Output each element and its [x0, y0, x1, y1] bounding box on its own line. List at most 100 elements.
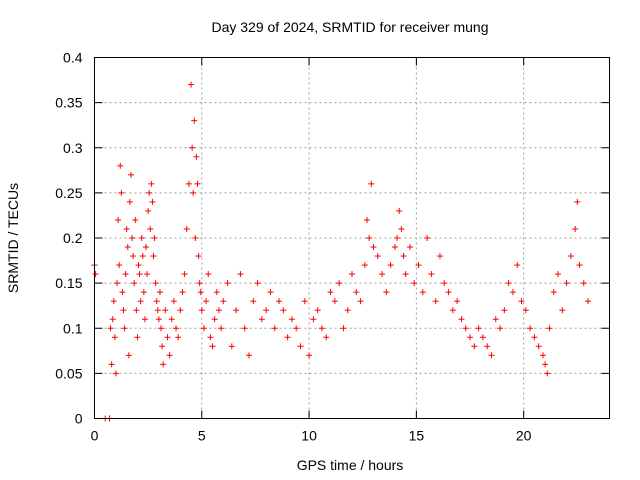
data-point [146, 189, 153, 196]
data-point [145, 207, 152, 214]
data-point [173, 325, 180, 332]
data-point [379, 271, 386, 278]
y-tick-label: 0.3 [63, 140, 83, 156]
data-point [196, 280, 203, 287]
data-point [394, 235, 401, 241]
data-point [424, 235, 431, 241]
data-point [441, 280, 448, 287]
data-point [134, 334, 141, 341]
data-point [387, 262, 394, 269]
data-point [198, 307, 205, 314]
data-point [280, 307, 287, 314]
data-point [436, 253, 443, 260]
data-point [271, 325, 278, 332]
data-point [115, 216, 122, 223]
data-point [190, 189, 197, 196]
data-point [209, 343, 216, 350]
data-point [233, 307, 240, 314]
data-point [366, 235, 373, 241]
data-point [419, 289, 426, 296]
data-point [574, 198, 581, 205]
data-point [153, 298, 160, 305]
x-tick-label: 15 [409, 428, 425, 444]
data-point [141, 316, 148, 323]
data-point [576, 262, 583, 269]
data-point [462, 325, 469, 332]
x-axis-label: GPS time / hours [297, 457, 404, 473]
data-point [138, 235, 145, 241]
x-tick-label: 5 [198, 428, 206, 444]
data-point [349, 271, 355, 278]
data-point [555, 271, 561, 278]
data-point [126, 198, 133, 205]
y-tick-label: 0.2 [63, 230, 83, 246]
data-point [131, 280, 138, 287]
data-point [327, 289, 334, 296]
data-point [241, 325, 248, 332]
data-point [127, 171, 134, 178]
data-point [154, 307, 161, 314]
data-point [544, 370, 551, 377]
data-point [276, 298, 283, 305]
data-point [396, 207, 403, 214]
data-point [267, 289, 274, 296]
data-point [336, 280, 343, 287]
grid [94, 57, 610, 419]
data-point [200, 325, 207, 332]
data-point [218, 325, 225, 332]
data-point [391, 244, 398, 251]
data-point [155, 316, 162, 323]
y-tick-label: 0 [75, 411, 83, 427]
data-point [92, 271, 99, 278]
data-point [160, 361, 167, 368]
data-point [449, 307, 456, 314]
data-point [193, 153, 200, 160]
data-point [518, 298, 525, 305]
data-point [402, 271, 409, 278]
data-point [471, 343, 478, 350]
data-point [140, 289, 147, 296]
data-point [162, 307, 169, 314]
x-tick-label: 10 [301, 428, 317, 444]
data-point [572, 225, 579, 232]
data-point [213, 289, 220, 296]
data-point [301, 298, 308, 305]
data-point [535, 343, 542, 350]
data-point [116, 262, 123, 269]
data-point [111, 334, 118, 341]
y-tick-label: 0.35 [55, 95, 82, 111]
y-tick-label: 0.15 [55, 275, 82, 291]
data-point [166, 352, 173, 359]
data-point [559, 307, 566, 314]
data-point [445, 289, 452, 296]
data-point [522, 307, 529, 314]
data-point [156, 289, 163, 296]
data-point [203, 298, 210, 305]
data-point [175, 334, 182, 341]
y-tick-label: 0.1 [63, 320, 83, 336]
data-point [143, 244, 149, 251]
data-point [125, 352, 132, 359]
data-point [246, 352, 252, 359]
data-point [406, 244, 413, 251]
data-point [484, 343, 491, 350]
data-point [411, 280, 418, 287]
chart-title: Day 329 of 2024, SRMTID for receiver mun… [211, 19, 488, 35]
data-point [144, 271, 151, 278]
data-point [168, 316, 175, 323]
data-point [357, 298, 364, 305]
data-point [117, 162, 124, 169]
data-point [475, 325, 482, 332]
data-point [479, 334, 486, 341]
y-tick-label: 0.4 [63, 50, 83, 66]
data-point [112, 370, 119, 377]
data-point [458, 316, 465, 323]
data-point [398, 225, 405, 232]
data-point [306, 352, 313, 359]
data-point [293, 325, 300, 332]
data-point [258, 316, 265, 323]
data-point [194, 180, 201, 187]
y-axis-ticks: 0 0.05 0.1 0.15 0.2 0.25 0.3 0.35 0.4 [55, 50, 610, 427]
data-point [220, 298, 227, 305]
